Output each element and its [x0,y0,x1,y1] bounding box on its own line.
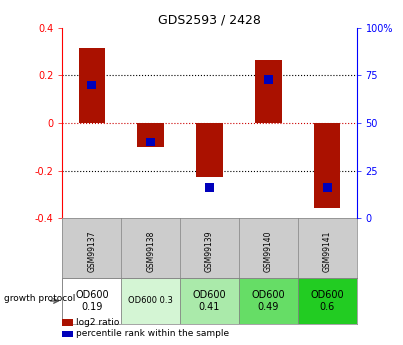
Bar [87,81,96,89]
Bar [137,123,164,147]
Bar [323,183,332,191]
Text: OD600
0.6: OD600 0.6 [310,290,344,312]
Bar [121,278,180,324]
Text: percentile rank within the sample: percentile rank within the sample [76,329,229,338]
Bar [205,183,214,191]
Bar [146,138,155,146]
Bar [196,123,223,177]
Text: GSM99138: GSM99138 [146,230,155,272]
Bar [255,60,282,123]
Bar [239,278,298,324]
Text: GSM99137: GSM99137 [87,230,96,272]
Text: GSM99140: GSM99140 [264,230,273,272]
Text: growth protocol: growth protocol [4,294,75,303]
Text: OD600
0.19: OD600 0.19 [75,290,109,312]
Bar [264,75,273,83]
Bar [180,278,239,324]
Bar [314,123,341,208]
Bar [62,278,121,324]
Text: GSM99141: GSM99141 [323,230,332,272]
Bar [79,48,105,123]
Bar [298,278,357,324]
Text: OD600
0.49: OD600 0.49 [251,290,285,312]
Title: GDS2593 / 2428: GDS2593 / 2428 [158,13,261,27]
Text: OD600
0.41: OD600 0.41 [193,290,226,312]
Text: GSM99139: GSM99139 [205,230,214,272]
Text: OD600 0.3: OD600 0.3 [128,296,173,305]
Text: log2 ratio: log2 ratio [76,318,119,327]
